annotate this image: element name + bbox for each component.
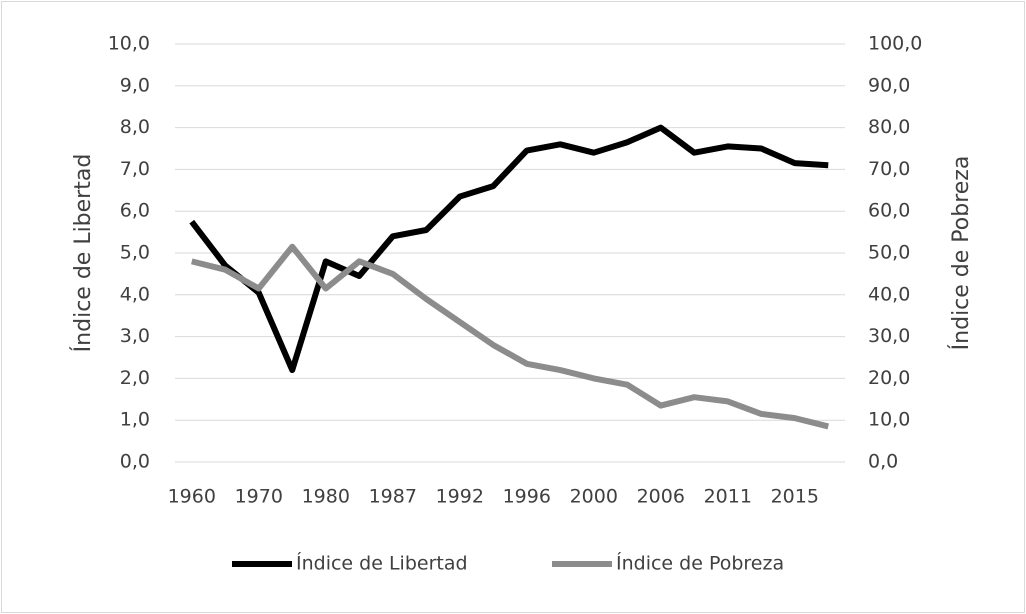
y2-tick-label: 100,0 [868,33,922,55]
y2-tick-label: 10,0 [868,409,910,431]
legend-label: Índice de Pobreza [616,552,784,575]
y-tick-label: 1,0 [120,409,150,431]
y2-tick-label: 50,0 [868,242,910,264]
x-tick-label: 2006 [637,486,685,508]
x-tick-label: 2000 [570,486,618,508]
x-tick-label: 1992 [436,486,484,508]
y-tick-label: 7,0 [120,158,150,180]
legend-label: Índice de Libertad [296,552,468,575]
x-tick-label: 1960 [168,486,216,508]
x-tick-label: 1970 [235,486,283,508]
x-tick-label: 2015 [771,486,819,508]
y2-tick-label: 0,0 [868,451,898,473]
y2-tick-label: 30,0 [868,325,910,347]
y2-tick-label: 70,0 [868,158,910,180]
y2-tick-label: 80,0 [868,116,910,138]
y-tick-label: 10,0 [108,33,150,55]
y-tick-label: 9,0 [120,74,150,96]
y-tick-label: 8,0 [120,116,150,138]
y-tick-label: 5,0 [120,242,150,264]
y-tick-label: 4,0 [120,283,150,305]
y-tick-label: 6,0 [120,200,150,222]
y2-tick-label: 90,0 [868,74,910,96]
y2-axis-title: Índice de Pobreza [948,156,974,351]
x-tick-label: 1980 [302,486,350,508]
y2-tick-label: 20,0 [868,367,910,389]
x-tick-label: 1987 [369,486,417,508]
x-tick-label: 2011 [704,486,752,508]
y-axis-title: Índice de Libertad [70,154,96,353]
y2-tick-label: 40,0 [868,283,910,305]
x-tick-label: 1996 [503,486,551,508]
y-tick-label: 3,0 [120,325,150,347]
series-line [191,243,829,430]
series-line [189,124,829,374]
y-tick-label: 2,0 [120,367,150,389]
y2-tick-label: 60,0 [868,200,910,222]
y-tick-label: 0,0 [120,451,150,473]
